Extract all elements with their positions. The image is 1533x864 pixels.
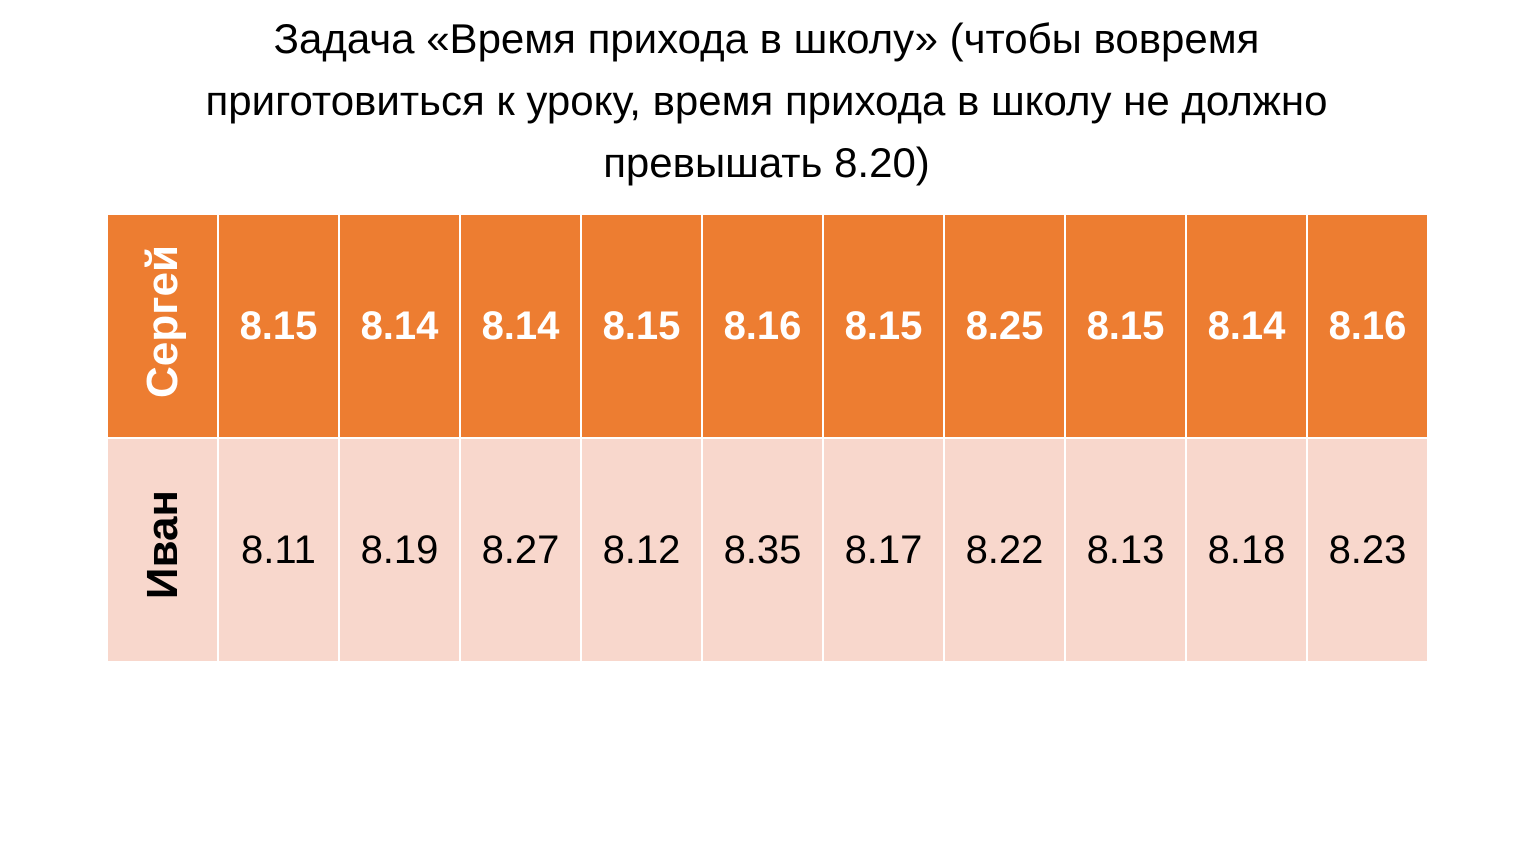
table-cell: 8.15 [822,213,945,439]
table-cell: 8.14 [338,213,461,439]
slide-title: Задача «Время прихода в школу» (чтобы во… [205,15,1328,186]
table-cell: 8.16 [701,213,824,439]
row-header-cell: Иван [106,437,219,663]
table-cell: 8.15 [217,213,340,439]
table-cell: 8.15 [580,213,703,439]
table-row: Сергей 8.15 8.14 8.14 8.15 8.16 8.15 8.25 8.15 8.… [106,213,1429,439]
row-header-cell: Сергей [106,213,219,439]
table-cell: 8.11 [217,437,340,663]
table-cell: 8.13 [1064,437,1187,663]
table-cell: 8.19 [338,437,461,663]
row-header: Иван [137,490,187,600]
table-cell: 8.22 [943,437,1066,663]
table-cell: 8.15 [1064,213,1187,439]
table-cell: 8.12 [580,437,703,663]
table-cell: 8.16 [1306,213,1429,439]
table-cell: 8.18 [1185,437,1308,663]
table-cell: 8.35 [701,437,824,663]
table-cell: 8.14 [1185,213,1308,439]
row-header: Сергей [137,244,187,398]
table-cell: 8.23 [1306,437,1429,663]
table-row: Иван 8.11 8.19 8.27 8.12 8.35 8.17 8.22 8.13 8.18… [106,437,1429,663]
table-cell: 8.27 [459,437,582,663]
table: Сергей 8.15 8.14 8.14 8.15 8.16 8.15 8.25 8.15 8.… [106,213,1429,663]
table-cell: 8.17 [822,437,945,663]
table-cell: 8.25 [943,213,1066,439]
table-cell: 8.14 [459,213,582,439]
